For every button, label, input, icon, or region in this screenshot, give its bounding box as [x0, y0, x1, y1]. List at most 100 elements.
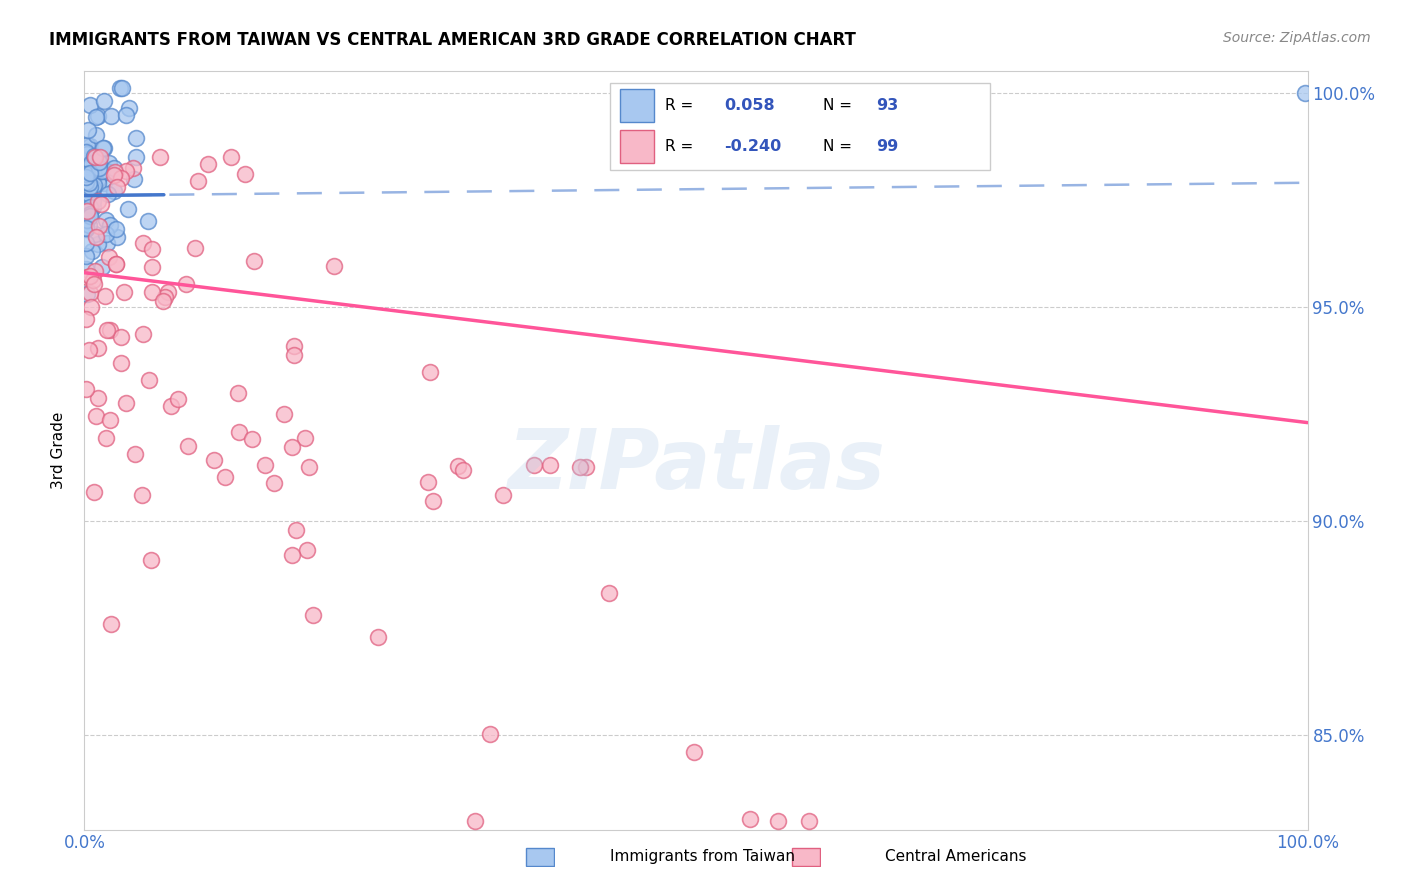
Point — [76, 137, 98, 152]
Point — [157, 285, 180, 299]
Point — [84, 128, 107, 142]
Point — [111, 81, 134, 95]
Point — [98, 165, 121, 179]
Point — [76, 201, 98, 215]
Point — [76, 201, 98, 215]
Point — [197, 157, 219, 171]
Point — [280, 548, 302, 562]
Point — [87, 342, 110, 356]
Point — [84, 166, 107, 180]
Point — [100, 109, 122, 123]
Point — [75, 311, 97, 326]
Point — [110, 330, 132, 344]
Point — [79, 97, 101, 112]
Point — [131, 488, 153, 502]
Point — [89, 150, 111, 164]
Point — [75, 172, 97, 186]
Point — [451, 463, 474, 477]
Point — [91, 260, 114, 274]
Point — [94, 289, 117, 303]
Point — [80, 155, 103, 169]
Point — [683, 745, 706, 759]
Point — [77, 186, 100, 201]
Point — [447, 459, 470, 474]
Point — [84, 150, 107, 164]
Point — [114, 164, 136, 178]
Point — [86, 230, 108, 244]
Point — [93, 176, 115, 190]
Point — [86, 176, 108, 190]
Point — [82, 180, 104, 194]
Point — [84, 409, 107, 423]
Point — [75, 190, 97, 204]
Point — [367, 630, 389, 644]
Point — [89, 155, 111, 169]
Point — [464, 814, 486, 828]
Text: Source: ZipAtlas.com: Source: ZipAtlas.com — [1223, 31, 1371, 45]
Point — [76, 213, 98, 227]
Point — [76, 203, 98, 218]
Point — [110, 170, 132, 185]
Point — [117, 202, 139, 216]
Point — [568, 460, 591, 475]
Point — [322, 259, 344, 273]
Point — [87, 171, 110, 186]
Point — [125, 150, 148, 164]
Point — [94, 164, 117, 178]
Point — [108, 81, 131, 95]
Point — [75, 221, 97, 235]
Point — [124, 447, 146, 461]
Point — [159, 399, 181, 413]
Point — [149, 150, 172, 164]
Point — [738, 813, 761, 827]
Point — [273, 407, 295, 421]
Point — [75, 169, 97, 184]
Point — [93, 141, 115, 155]
Point — [107, 230, 129, 244]
FancyBboxPatch shape — [526, 848, 554, 866]
Point — [105, 257, 128, 271]
Point — [79, 139, 101, 153]
Point — [285, 523, 308, 537]
Point — [83, 485, 105, 500]
Point — [98, 322, 121, 336]
Point — [253, 458, 276, 473]
Point — [132, 326, 155, 341]
Point — [103, 169, 125, 183]
Point — [105, 221, 128, 235]
Point — [77, 176, 100, 190]
Point — [76, 147, 98, 161]
Point — [219, 150, 242, 164]
Point — [84, 162, 107, 177]
Point — [87, 161, 110, 175]
FancyBboxPatch shape — [792, 848, 820, 866]
Point — [79, 268, 101, 283]
Text: Central Americans: Central Americans — [886, 849, 1026, 863]
Point — [75, 167, 97, 181]
Point — [76, 203, 98, 218]
Point — [82, 273, 104, 287]
Point — [80, 300, 103, 314]
Point — [75, 194, 97, 209]
Text: IMMIGRANTS FROM TAIWAN VS CENTRAL AMERICAN 3RD GRADE CORRELATION CHART: IMMIGRANTS FROM TAIWAN VS CENTRAL AMERIC… — [49, 31, 856, 49]
Point — [283, 348, 305, 362]
Point — [114, 108, 136, 122]
Point — [141, 285, 163, 299]
Point — [131, 235, 153, 250]
Point — [79, 209, 101, 223]
Point — [302, 607, 325, 622]
Point — [76, 270, 98, 285]
Point — [419, 365, 441, 379]
Point — [228, 425, 250, 440]
Point — [79, 207, 101, 221]
Point — [79, 200, 101, 214]
Point — [93, 95, 115, 109]
Point — [184, 241, 207, 255]
Point — [82, 200, 104, 214]
Point — [121, 161, 143, 175]
Point — [98, 250, 121, 264]
Point — [75, 248, 97, 262]
Point — [83, 149, 105, 163]
Point — [153, 290, 176, 304]
Point — [204, 453, 226, 467]
